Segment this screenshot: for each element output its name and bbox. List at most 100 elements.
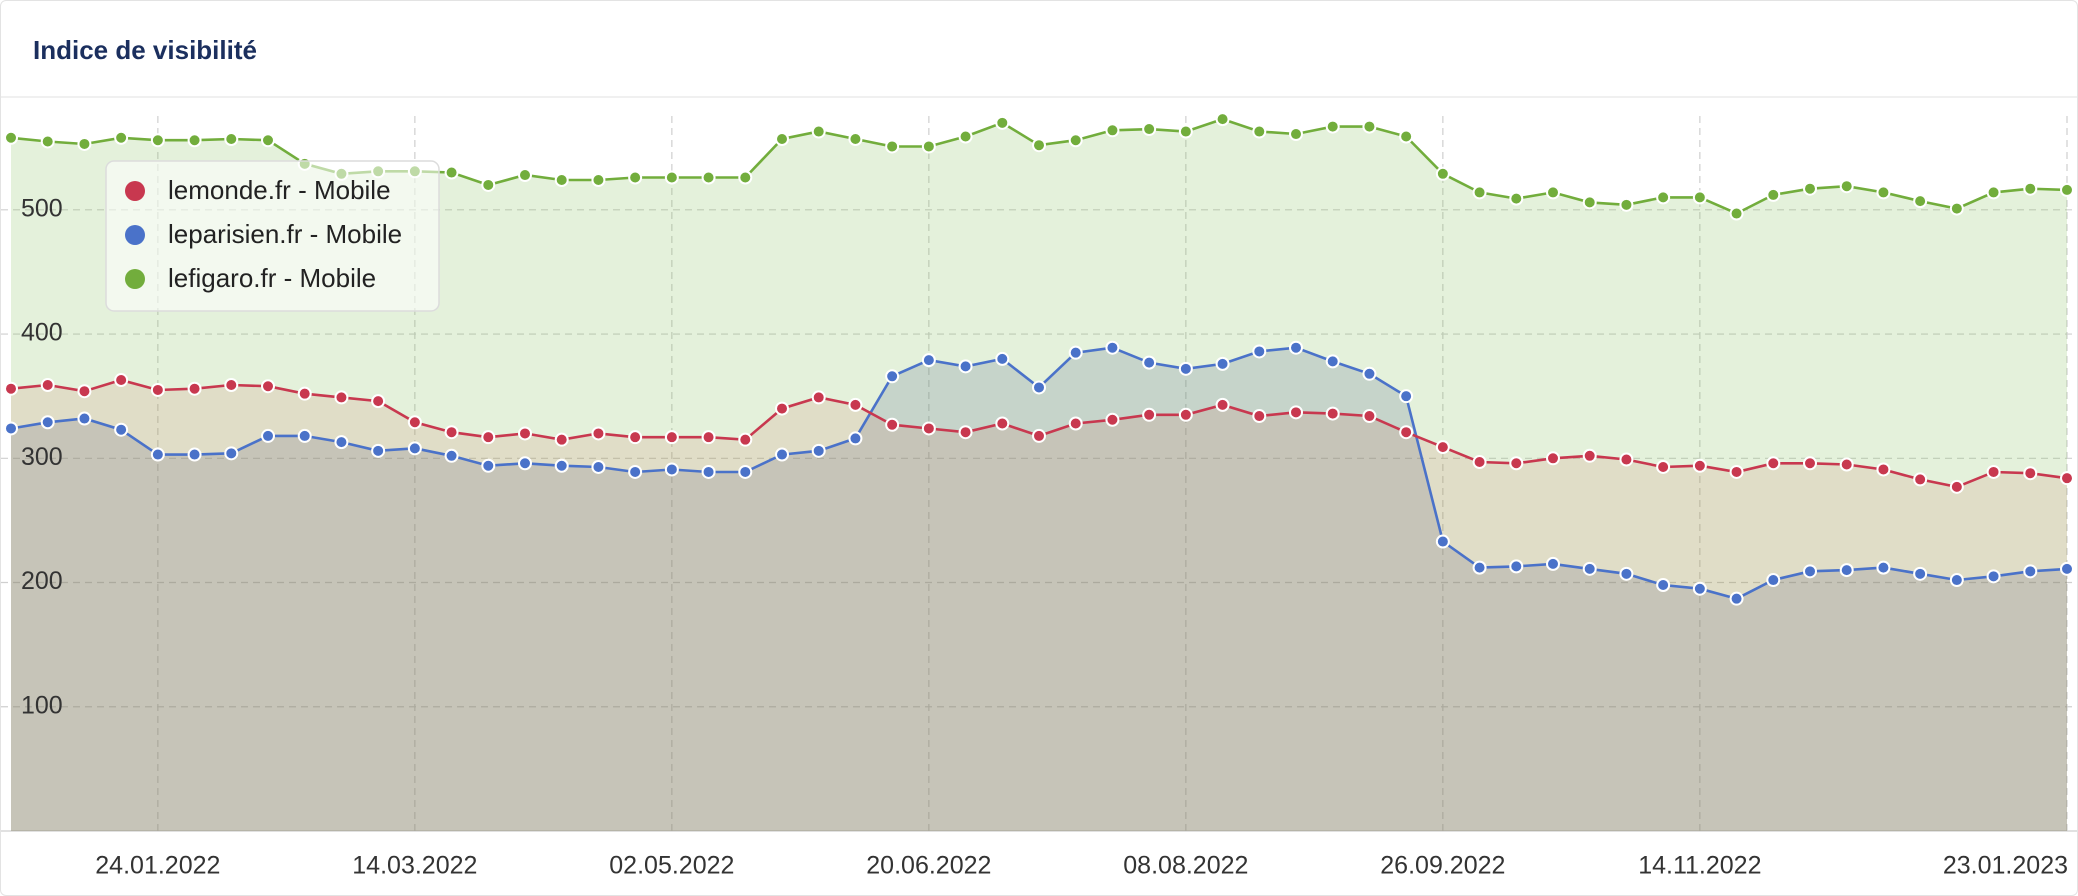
point — [481, 177, 496, 192]
point — [1435, 534, 1450, 549]
point — [1766, 187, 1781, 202]
point — [1692, 190, 1707, 205]
legend-marker[interactable] — [125, 225, 145, 245]
point — [1839, 457, 1854, 472]
point — [1582, 195, 1597, 210]
point — [334, 390, 349, 405]
point — [407, 415, 422, 430]
point — [554, 432, 569, 447]
x-tick-label: 26.09.2022 — [1380, 852, 1505, 880]
point — [1362, 119, 1377, 134]
point — [4, 130, 18, 145]
point — [1876, 462, 1891, 477]
point — [1803, 181, 1817, 196]
point — [921, 421, 936, 436]
x-tick-label: 24.01.2022 — [95, 852, 220, 880]
point — [958, 425, 973, 440]
point — [1546, 185, 1560, 200]
point — [1178, 361, 1193, 376]
point — [1252, 124, 1267, 139]
legend-marker[interactable] — [125, 181, 145, 201]
point — [40, 134, 55, 149]
point — [1105, 123, 1120, 138]
point — [1619, 452, 1634, 467]
point — [885, 139, 900, 154]
x-tick-label: 23.01.2023 — [1943, 852, 2068, 880]
point — [1362, 366, 1377, 381]
point — [40, 415, 55, 430]
point — [1472, 185, 1487, 200]
point — [1729, 591, 1744, 606]
point — [1399, 389, 1414, 404]
areas — [11, 119, 2067, 832]
point — [1472, 560, 1487, 575]
point — [958, 129, 973, 144]
point — [1289, 405, 1303, 420]
point — [261, 133, 275, 148]
point — [554, 172, 569, 187]
point — [1913, 566, 1928, 581]
legend-marker[interactable] — [125, 269, 145, 289]
y-tick-label: 200 — [21, 567, 63, 595]
point — [1986, 569, 2001, 584]
x-tick-label: 20.06.2022 — [866, 852, 991, 880]
legend-label[interactable]: leparisien.fr - Mobile — [168, 219, 402, 249]
point — [187, 133, 202, 148]
point — [77, 136, 92, 151]
point — [775, 401, 789, 416]
point — [371, 394, 386, 409]
point — [1435, 166, 1450, 181]
point — [1215, 397, 1230, 412]
point — [664, 170, 679, 185]
point — [1178, 407, 1193, 422]
point — [775, 131, 789, 146]
legend-label[interactable]: lemonde.fr - Mobile — [168, 175, 391, 205]
point — [1839, 563, 1854, 578]
x-tick-label: 14.11.2022 — [1638, 852, 1761, 880]
point — [628, 430, 643, 445]
point — [958, 359, 973, 374]
point — [1032, 138, 1046, 153]
point — [114, 422, 129, 437]
point — [848, 131, 863, 146]
point — [187, 447, 202, 462]
x-tick-label: 08.08.2022 — [1123, 852, 1248, 880]
point — [921, 139, 936, 154]
point — [444, 425, 459, 440]
point — [1619, 197, 1634, 212]
point — [1949, 573, 1964, 588]
y-tick-label: 300 — [21, 443, 63, 471]
legend-label[interactable]: lefigaro.fr - Mobile — [168, 263, 376, 293]
point — [518, 426, 532, 441]
point — [775, 447, 789, 462]
point — [518, 456, 532, 471]
point — [261, 428, 275, 443]
point — [1546, 556, 1560, 571]
axis-labels: 100 200 300 400 500 24.01.2022 14.03.2022 02.05… — [21, 194, 2068, 879]
point — [1105, 412, 1120, 427]
point — [2060, 471, 2074, 486]
point — [1435, 440, 1450, 455]
point — [1252, 409, 1267, 424]
point — [407, 441, 422, 456]
point — [1949, 479, 1964, 494]
point — [811, 443, 826, 458]
point — [848, 397, 863, 412]
point — [1068, 133, 1083, 148]
point — [1215, 356, 1230, 371]
point — [921, 353, 936, 368]
x-tick-label: 14.03.2022 — [352, 852, 477, 880]
legend-box — [105, 160, 440, 312]
point — [4, 421, 18, 436]
point — [738, 170, 753, 185]
point — [297, 386, 312, 401]
point — [1803, 456, 1817, 471]
area — [11, 380, 2067, 831]
point — [2060, 561, 2074, 576]
point — [1142, 122, 1157, 137]
point — [664, 462, 679, 477]
point — [1692, 581, 1707, 596]
point — [2023, 564, 2038, 579]
point — [591, 426, 606, 441]
point — [371, 443, 386, 458]
